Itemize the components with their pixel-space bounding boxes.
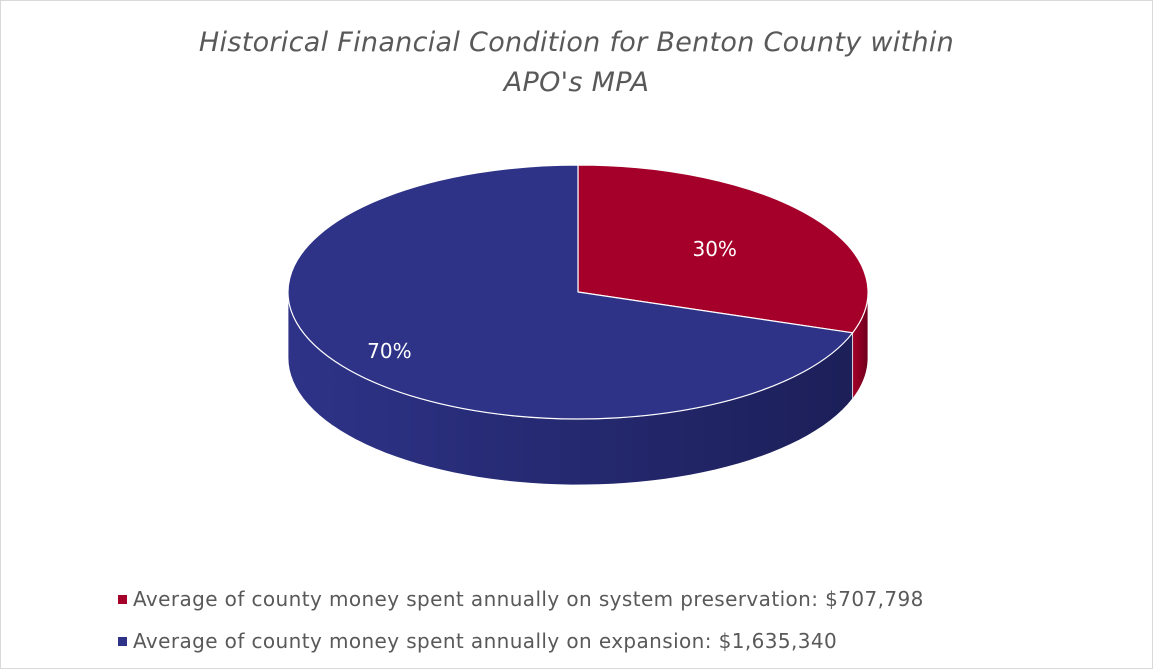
chart-title-line-2: APO's MPA xyxy=(503,67,650,98)
chart-title: Historical Financial Condition for Bento… xyxy=(1,23,1152,103)
legend: Average of county money spent annually o… xyxy=(118,578,924,662)
pie-slice-label-1: 70% xyxy=(367,339,411,363)
chart-title-line-1: Historical Financial Condition for Bento… xyxy=(198,27,955,58)
legend-swatch-preservation xyxy=(118,594,127,604)
legend-swatch-expansion xyxy=(118,636,127,646)
legend-label-expansion: Average of county money spent annually o… xyxy=(133,629,838,653)
pie-slice-label-0: 30% xyxy=(692,237,736,261)
pie-slice-1 xyxy=(287,164,854,420)
legend-item-preservation: Average of county money spent annually o… xyxy=(118,578,924,620)
pie-slice-0 xyxy=(577,164,869,334)
legend-item-expansion: Average of county money spent annually o… xyxy=(118,620,924,662)
legend-label-preservation: Average of county money spent annually o… xyxy=(133,587,924,611)
